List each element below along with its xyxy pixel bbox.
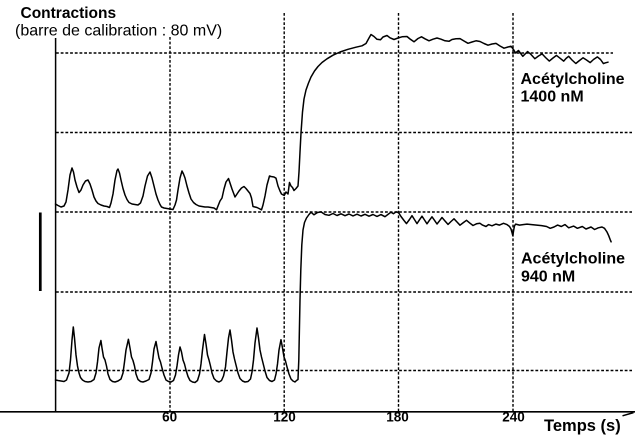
svg-text:(barre de calibration : 80 mV): (barre de calibration : 80 mV) [15,22,222,39]
svg-text:Acétylcholine: Acétylcholine [521,251,625,268]
svg-text:Acétylcholine: Acétylcholine [521,71,625,88]
svg-text:240: 240 [502,410,525,425]
svg-text:1400 nM: 1400 nM [521,89,584,106]
svg-text:940 nM: 940 nM [521,269,575,286]
svg-text:Contractions: Contractions [21,5,117,22]
svg-text:180: 180 [386,410,409,425]
svg-text:120: 120 [273,410,296,425]
svg-text:Temps (s): Temps (s) [544,417,621,435]
svg-text:60: 60 [162,410,177,425]
